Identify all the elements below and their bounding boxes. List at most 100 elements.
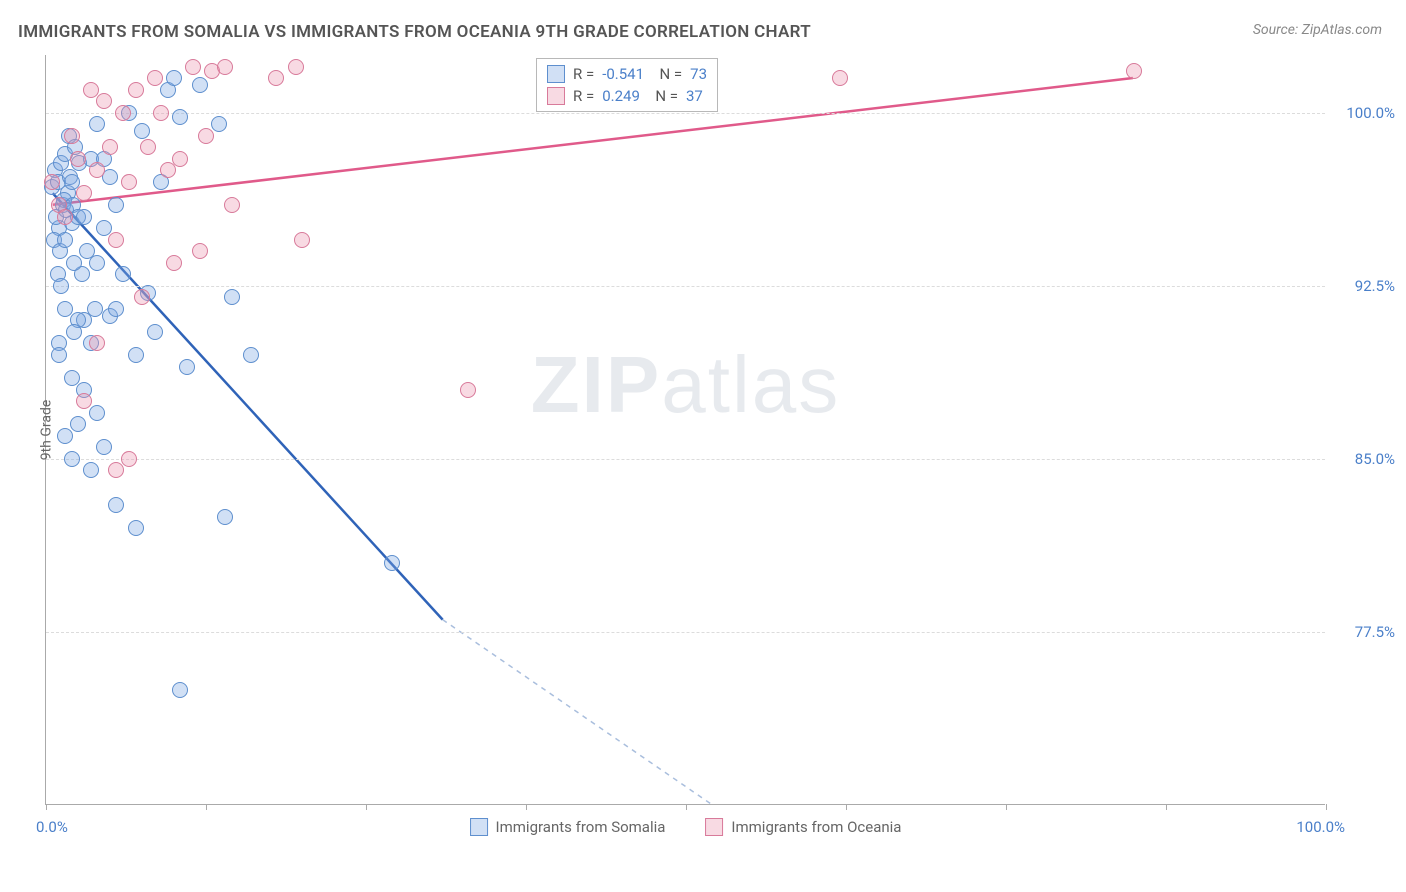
scatter-point [172,151,188,167]
scatter-point [70,151,86,167]
y-tick-label: 85.0% [1335,450,1395,468]
scatter-point [147,70,163,86]
legend-r-label: R = [573,65,594,83]
x-tick [1326,804,1327,810]
scatter-point [57,428,73,444]
scatter-point [211,116,227,132]
scatter-point [192,77,208,93]
scatter-point [64,128,80,144]
scatter-point [115,266,131,282]
watermark: ZIPatlas [531,339,840,431]
bottom-legend-label: Immigrants from Somalia [496,818,666,836]
scatter-point [179,359,195,375]
scatter-point [83,462,99,478]
scatter-point [66,324,82,340]
legend-row: R = 0.249 N = 37 [547,85,707,107]
y-tick-label: 92.5% [1335,277,1395,295]
plot-area: 9th Grade ZIPatlas R = -0.541 N = 73 R =… [45,55,1325,805]
scatter-point [134,123,150,139]
scatter-point [64,451,80,467]
series-legend: Immigrants from Somalia Immigrants from … [470,818,902,836]
scatter-point [134,289,150,305]
scatter-point [57,232,73,248]
y-tick-label: 100.0% [1335,104,1395,122]
scatter-point [44,174,60,190]
legend-r-value: 0.249 [602,87,640,105]
legend-n-value: 73 [690,65,707,83]
legend-row: R = -0.541 N = 73 [547,63,707,85]
scatter-point [70,416,86,432]
scatter-point [89,255,105,271]
legend-swatch [705,818,723,836]
scatter-point [76,393,92,409]
x-tick [526,804,527,810]
gridline-horizontal [46,286,1325,287]
scatter-point [108,462,124,478]
legend-swatch [470,818,488,836]
legend-r-label: R = [573,87,594,105]
scatter-point [160,162,176,178]
scatter-point [89,162,105,178]
x-tick [846,804,847,810]
scatter-point [1126,63,1142,79]
scatter-point [53,278,69,294]
scatter-point [57,209,73,225]
x-tick [46,804,47,810]
bottom-legend-item: Immigrants from Oceania [705,818,901,836]
legend-n-label: N = [648,87,678,105]
scatter-point [198,128,214,144]
trend-lines [46,55,1325,804]
scatter-point [128,82,144,98]
legend-swatch [547,87,565,105]
scatter-point [121,451,137,467]
scatter-point [51,347,67,363]
gridline-horizontal [46,632,1325,633]
scatter-point [121,174,137,190]
scatter-point [243,347,259,363]
x-tick [366,804,367,810]
scatter-point [217,509,233,525]
scatter-point [294,232,310,248]
y-tick-label: 77.5% [1335,623,1395,641]
scatter-point [87,301,103,317]
scatter-point [96,93,112,109]
chart-source: Source: ZipAtlas.com [1253,22,1382,38]
scatter-point [192,243,208,259]
scatter-point [128,520,144,536]
scatter-point [172,682,188,698]
scatter-point [832,70,848,86]
x-axis-max-label: 100.0% [1296,818,1345,836]
chart-container: IMMIGRANTS FROM SOMALIA VS IMMIGRANTS FR… [0,0,1406,892]
bottom-legend-item: Immigrants from Somalia [470,818,666,836]
scatter-point [108,232,124,248]
correlation-legend: R = -0.541 N = 73 R = 0.249 N = 37 [536,58,718,112]
scatter-point [76,209,92,225]
scatter-point [288,59,304,75]
legend-n-value: 37 [686,87,703,105]
legend-swatch [547,65,565,83]
scatter-point [108,497,124,513]
scatter-point [140,139,156,155]
scatter-point [89,116,105,132]
scatter-point [108,197,124,213]
scatter-point [384,555,400,571]
gridline-horizontal [46,459,1325,460]
scatter-point [166,70,182,86]
scatter-point [153,105,169,121]
scatter-point [89,335,105,351]
scatter-point [96,439,112,455]
x-tick [1166,804,1167,810]
scatter-point [185,59,201,75]
x-tick [686,804,687,810]
scatter-point [224,197,240,213]
scatter-point [115,105,131,121]
scatter-point [268,70,284,86]
scatter-point [172,109,188,125]
chart-title: IMMIGRANTS FROM SOMALIA VS IMMIGRANTS FR… [18,22,811,42]
scatter-point [217,59,233,75]
scatter-point [460,382,476,398]
scatter-point [66,255,82,271]
bottom-legend-label: Immigrants from Oceania [731,818,901,836]
scatter-point [102,139,118,155]
scatter-point [76,185,92,201]
